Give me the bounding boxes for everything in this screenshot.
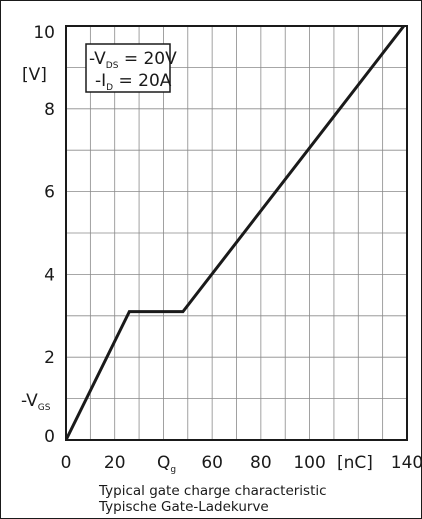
caption-line-1: Typical gate charge characteristic [99, 483, 327, 499]
y-tick-label: 4 [44, 265, 55, 285]
y-tick-label: 0 [44, 427, 55, 447]
y-axis-label: -VGS [21, 391, 51, 413]
x-tick-label: 0 [61, 453, 72, 473]
y-axis-unit: [V] [22, 65, 47, 85]
grid-lines [66, 26, 407, 440]
y-tick-label: 2 [44, 348, 55, 368]
y-tick-label: 6 [44, 183, 55, 203]
caption-line-2: Typische Gate-Ladekurve [99, 499, 269, 515]
y-tick-labels: 0 2 4 6 8 10 [33, 23, 55, 447]
x-tick-label: 140 [391, 453, 422, 473]
plot-area [65, 25, 408, 441]
x-tick-label: 80 [250, 453, 272, 473]
x-tick-label: 100 [293, 453, 325, 473]
y-tick-label: 10 [33, 23, 55, 43]
series-group [66, 26, 406, 440]
y-tick-label: 8 [44, 100, 55, 120]
condition-vds: -VDS = 20V [89, 49, 177, 71]
series-line [66, 26, 406, 440]
x-tick-label: 60 [201, 453, 223, 473]
x-axis-label: Qg [157, 453, 176, 475]
x-tick-label: 20 [104, 453, 126, 473]
conditions-box: -VDS = 20V -ID = 20A [85, 43, 177, 93]
x-tick-labels: 0 20 60 80 100 140 [61, 453, 422, 473]
condition-id: -ID = 20A [95, 71, 172, 93]
x-axis-unit: [nC] [337, 453, 373, 473]
